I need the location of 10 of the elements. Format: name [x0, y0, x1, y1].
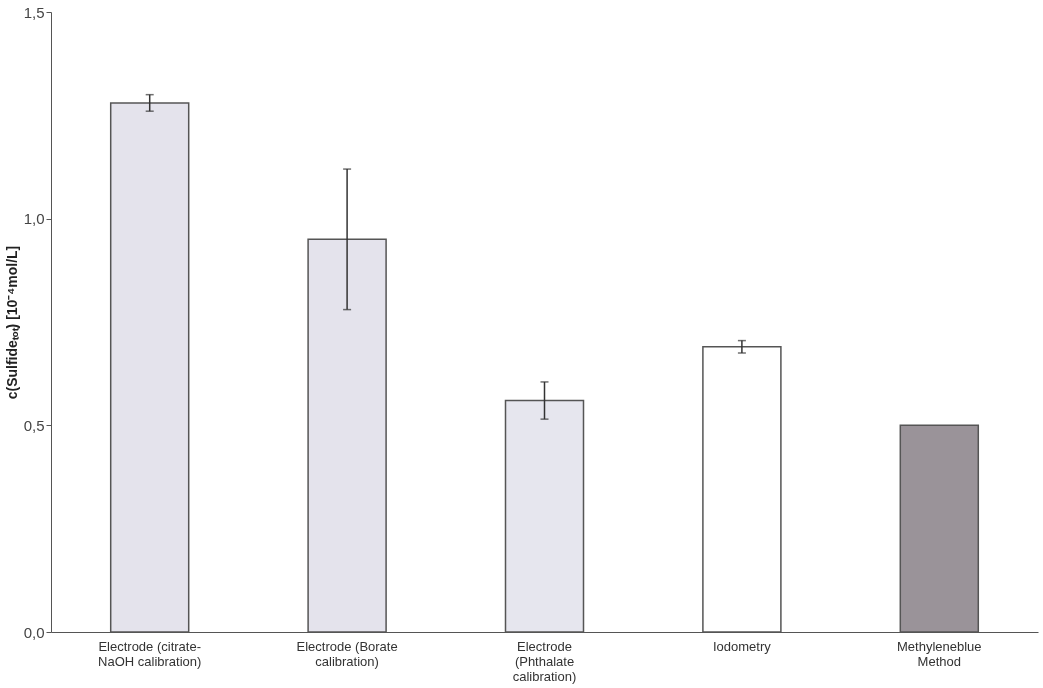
x-tick-label: Methyleneblue Method — [897, 638, 982, 669]
x-tick-label: Electrode (Phthalate calibration) — [512, 638, 577, 684]
x-tick-label: Electrode (citrate-NaOH calibration) — [98, 638, 202, 669]
y-axis-title: c(Sulfideₜₒₜ) [10⁻⁴mol/L] — [3, 245, 20, 400]
x-tick-label: Electrode (Borate calibration) — [296, 638, 398, 669]
y-tick-label: 1,5 — [23, 3, 45, 21]
y-tick-label: 0,0 — [23, 623, 45, 641]
y-tick-label: 0,5 — [23, 416, 45, 434]
y-tick-label: 1,0 — [23, 210, 45, 228]
x-tick-label: Iodometry — [712, 638, 772, 654]
